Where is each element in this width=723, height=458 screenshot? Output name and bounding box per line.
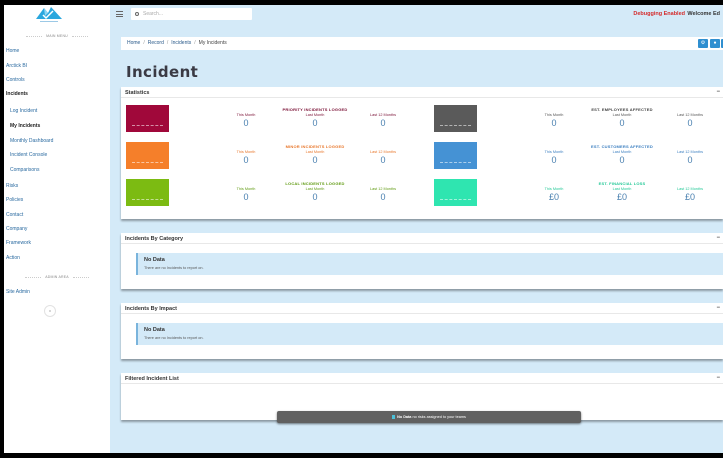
priority-color-box xyxy=(126,105,169,132)
panel-header: Incidents By Impact − xyxy=(121,303,723,314)
collapse-icon[interactable]: − xyxy=(716,89,720,95)
no-data-alert: No Data There are no Incidents to report… xyxy=(136,323,723,345)
sidebar-item-log-incident[interactable]: Log Incident xyxy=(10,108,38,114)
breadcrumb: Home / Record / Incidents / My Incidents xyxy=(127,40,227,46)
stat-this-month: This Month 0 xyxy=(236,187,256,202)
sidebar-item-monthly-dashboard[interactable]: Monthly Dashboard xyxy=(10,138,54,144)
welcome-user[interactable]: Welcome Ed xyxy=(687,11,720,17)
stat-this-month: This Month 0 xyxy=(544,150,564,165)
panel-header: Incidents By Category − xyxy=(121,233,723,244)
sidebar-item-site-admin[interactable]: Site Admin xyxy=(6,289,30,295)
panel-title: Filtered Incident List xyxy=(125,376,179,382)
incidents-by-impact-panel: Incidents By Impact − No Data There are … xyxy=(121,303,723,359)
stat-last-month: Last Month 0 xyxy=(612,150,632,165)
sidebar-collapse-button[interactable] xyxy=(44,305,56,317)
stat-last-12-months: Last 12 Months £0 xyxy=(677,187,703,202)
financial-color-box xyxy=(434,179,477,206)
stat-title: EST. FINANCIAL LOSS xyxy=(598,181,646,186)
sidebar-item-company[interactable]: Company xyxy=(6,226,28,232)
stat-last-12-months: Last 12 Months 0 xyxy=(370,113,396,128)
document-icon xyxy=(392,414,396,419)
arctick-logo-icon[interactable] xyxy=(32,5,66,25)
sidebar-item-incidents[interactable]: Incidents xyxy=(6,91,28,97)
filtered-incident-list-panel: Filtered Incident List − No Data no risk… xyxy=(121,373,723,423)
no-data-toast: No Data no risks assigned to your teams xyxy=(277,411,581,423)
no-data-title: No Data xyxy=(144,327,165,333)
sidebar-item-home[interactable]: Home xyxy=(6,48,20,54)
breadcrumb-incidents[interactable]: Incidents xyxy=(171,40,192,46)
stat-this-month: This Month 0 xyxy=(236,113,256,128)
stat-this-month: This Month 0 xyxy=(236,150,256,165)
stat-last-month: Last Month 0 xyxy=(305,187,325,202)
stat-title: MINOR INCIDENTS LOGGED xyxy=(285,144,345,149)
stat-title: LOCAL INCIDENTS LOGGED xyxy=(285,181,345,186)
incidents-by-category-panel: Incidents By Category − No Data There ar… xyxy=(121,233,723,289)
no-data-text: There are no Incidents to report on. xyxy=(144,266,204,270)
debugging-status: Debugging Enabled xyxy=(633,11,685,17)
search-icon xyxy=(135,12,139,16)
settings-button[interactable]: ⚙ xyxy=(698,39,708,48)
menu-toggle-icon[interactable] xyxy=(116,11,123,17)
breadcrumb-bar: Home / Record / Incidents / My Incidents ⚙ ● xyxy=(121,37,723,50)
sidebar-item-action[interactable]: Action xyxy=(6,255,20,261)
sidebar-item-framework[interactable]: Framework xyxy=(6,240,32,246)
stat-last-12-months: Last 12 Months 0 xyxy=(370,187,396,202)
panel-title: Incidents By Impact xyxy=(125,306,177,312)
stat-title: EST. CUSTOMERS AFFECTED xyxy=(591,144,653,149)
breadcrumb-current: My Incidents xyxy=(198,40,227,46)
no-data-text: There are no Incidents to report on. xyxy=(144,336,204,340)
stat-this-month: This Month 0 xyxy=(544,113,564,128)
sidebar-item-risks[interactable]: Risks xyxy=(6,183,19,189)
employees-color-box xyxy=(434,105,477,132)
stat-last-month: Last Month 0 xyxy=(305,150,325,165)
minor-color-box xyxy=(126,142,169,169)
app-window: MAIN MENU Home Arctick BI Controls Incid… xyxy=(0,5,723,453)
panel-title: Incidents By Category xyxy=(125,236,184,242)
statistics-panel: Statistics − PRIORITY INCIDENTS LOGGED T… xyxy=(121,87,723,219)
local-color-box xyxy=(126,179,169,206)
stat-last-12-months: Last 12 Months 0 xyxy=(370,150,396,165)
no-data-alert: No Data There are no Incidents to report… xyxy=(136,253,723,275)
customers-color-box xyxy=(434,142,477,169)
stat-title: PRIORITY INCIDENTS LOGGED xyxy=(282,107,348,112)
search-placeholder: Search... xyxy=(143,11,164,17)
stat-last-12-months: Last 12 Months 0 xyxy=(677,150,703,165)
admin-area-label: ADMIN AREA xyxy=(4,275,110,279)
toast-text: no risks assigned to your teams xyxy=(412,415,466,419)
sidebar-item-policies[interactable]: Policies xyxy=(6,197,24,203)
toast-bold: No Data xyxy=(397,415,412,419)
collapse-icon[interactable]: − xyxy=(716,375,720,381)
user-icon: ● xyxy=(713,40,717,46)
stat-title: EST. EMPLOYEES AFFECTED xyxy=(591,107,653,112)
sidebar-item-contact[interactable]: Contact xyxy=(6,212,24,218)
stat-last-month: Last Month 0 xyxy=(305,113,325,128)
stat-this-month: This Month £0 xyxy=(544,187,564,202)
sidebar: MAIN MENU Home Arctick BI Controls Incid… xyxy=(0,5,110,453)
sidebar-item-arctick-bi[interactable]: Arctick BI xyxy=(6,63,28,69)
search-input[interactable]: Search... xyxy=(131,8,252,20)
sidebar-item-controls[interactable]: Controls xyxy=(6,77,25,83)
collapse-icon[interactable]: − xyxy=(716,305,720,311)
panel-title: Statistics xyxy=(125,90,150,96)
extra-button[interactable] xyxy=(721,39,723,48)
user-button[interactable]: ● xyxy=(710,39,720,48)
sidebar-item-my-incidents[interactable]: My Incidents xyxy=(10,123,41,129)
gear-icon: ⚙ xyxy=(700,40,706,46)
collapse-icon[interactable]: − xyxy=(716,235,720,241)
breadcrumb-record[interactable]: Record xyxy=(147,40,164,46)
no-data-title: No Data xyxy=(144,257,165,263)
sidebar-item-comparisons[interactable]: Comparisons xyxy=(10,167,40,173)
stat-last-12-months: Last 12 Months 0 xyxy=(677,113,703,128)
panel-header: Statistics − xyxy=(121,87,723,98)
panel-header: Filtered Incident List − xyxy=(121,373,723,384)
main-menu-label: MAIN MENU xyxy=(4,34,110,38)
breadcrumb-home[interactable]: Home xyxy=(127,40,141,46)
stat-last-month: Last Month £0 xyxy=(612,187,632,202)
sidebar-item-incident-console[interactable]: Incident Console xyxy=(10,152,48,158)
stat-last-month: Last Month 0 xyxy=(612,113,632,128)
page-title: Incident xyxy=(126,63,199,81)
